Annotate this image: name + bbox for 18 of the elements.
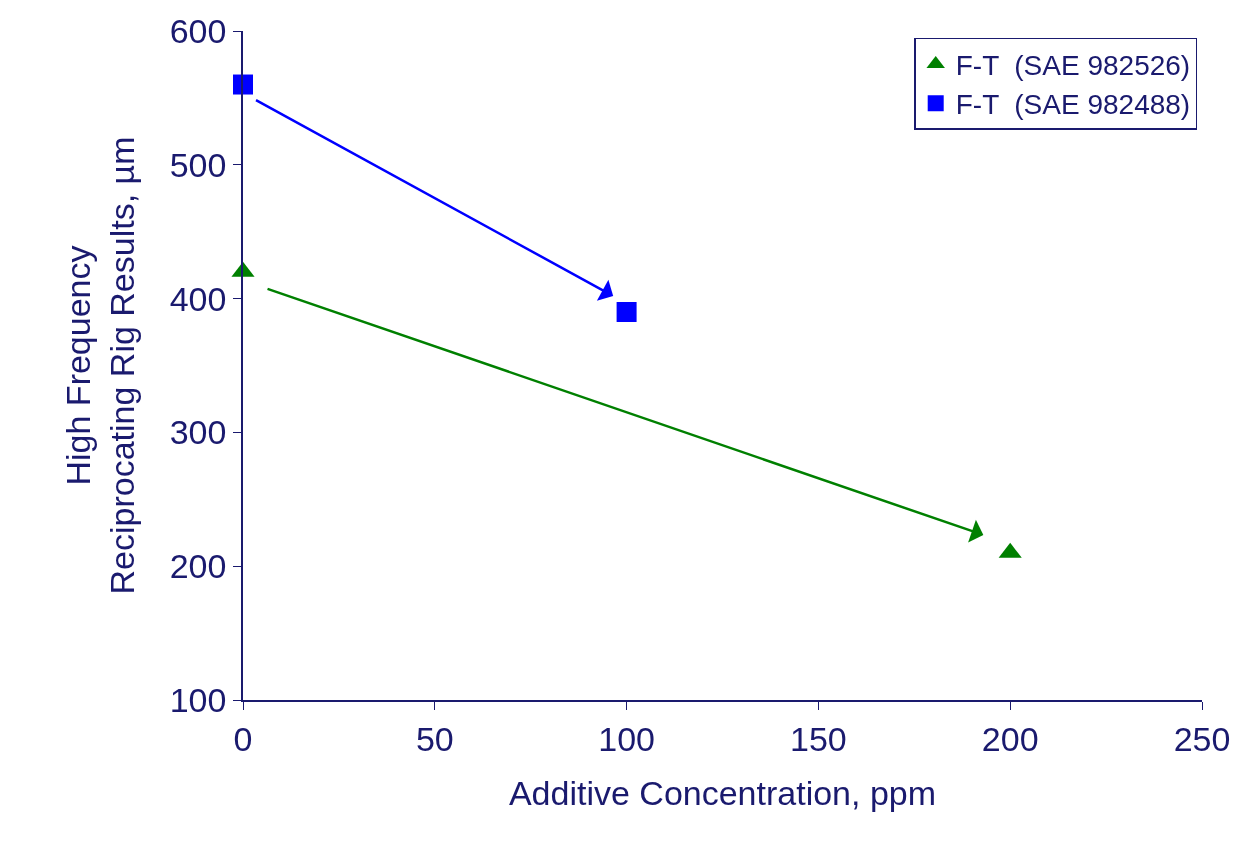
x-tick-label: 50 (415, 719, 454, 758)
x-tick-label: 150 (790, 719, 847, 758)
y-tick-label: 400 (169, 279, 227, 318)
y-tick-label: 300 (169, 413, 227, 452)
legend-label: F-T (SAE 982526) (955, 49, 1191, 81)
x-tick-label: 100 (598, 719, 655, 758)
x-tick-label: 0 (233, 719, 253, 758)
point (233, 74, 253, 95)
x-axis-title: Additive Concentration, ppm (508, 774, 937, 813)
y-tick-label: 600 (169, 11, 227, 50)
y-tick-label: 200 (169, 547, 227, 586)
x-tick-label: 250 (1173, 719, 1231, 758)
legend-label: F-T (SAE 982488) (955, 89, 1191, 121)
y-tick-label: 100 (169, 680, 227, 719)
x-tick-label: 200 (981, 719, 1039, 758)
y-tick-label: 500 (169, 145, 227, 184)
y-axis-title: High Frequency Reciprocating Rig Results, µm (58, 136, 141, 595)
point (616, 301, 637, 322)
